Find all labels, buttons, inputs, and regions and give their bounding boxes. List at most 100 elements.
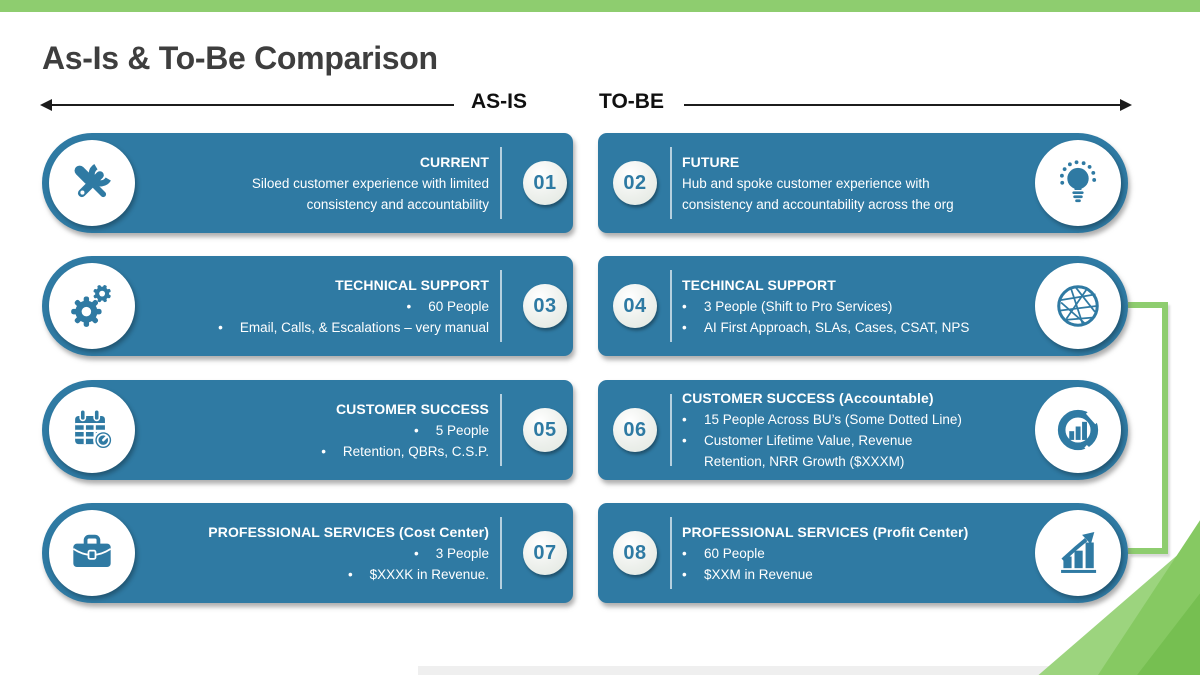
divider-line: [670, 394, 672, 466]
bullet-item: • Email, Calls, & Escalations – very manu…: [147, 317, 489, 338]
donut-chart-icon: [1035, 387, 1121, 473]
card-text-block: CUSTOMER SUCCESS • 5 People • Retention, QB…: [147, 380, 489, 480]
bullet-text: $XXM in Revenue: [704, 566, 813, 582]
divider-line: [670, 517, 672, 589]
divider-line: [670, 147, 672, 219]
bullet-glyph: •: [682, 298, 687, 314]
card-text-block: CURRENT Siloed customer experience with …: [147, 133, 489, 233]
as-is-card-technical-support: TECHNICAL SUPPORT • 60 People • Email, Call…: [42, 256, 573, 356]
to-be-card-technical-support: 04 TECHINCAL SUPPORT • 3 People (Shift to…: [598, 256, 1128, 356]
bullet-text: 60 People: [704, 545, 765, 561]
bullet-item: • Retention, QBRs, C.S.P.: [147, 441, 489, 462]
bullet-text: 5 People: [435, 422, 489, 438]
bullet-item: • $XXM in Revenue: [682, 564, 1020, 585]
bullet-glyph: •: [682, 412, 687, 427]
bullet-item: • Customer Lifetime Value, Revenue Retent…: [682, 430, 1020, 472]
step-number-badge: 01: [523, 161, 567, 205]
bullet-text: 60 People: [428, 298, 489, 314]
bullet-item: • 60 People: [682, 543, 1020, 564]
divider-line: [670, 270, 672, 342]
calendar-icon: [49, 387, 135, 473]
bullet-glyph: •: [682, 545, 687, 561]
bullet-item: • AI First Approach, SLAs, Cases, CSAT, N…: [682, 317, 1020, 338]
step-number-badge: 05: [523, 408, 567, 452]
bullet-text: 3 People: [435, 545, 489, 561]
to-be-arrow-head: [1120, 99, 1132, 111]
as-is-card-current: CURRENT Siloed customer experience with …: [42, 133, 573, 233]
bullet-text: 3 People (Shift to Pro Services): [704, 298, 893, 314]
card-title: PROFESSIONAL SERVICES (Cost Center): [208, 523, 489, 540]
top-accent-bar: [0, 0, 1200, 12]
card-title: CURRENT: [419, 153, 489, 170]
bullet-list: • 60 People • Email, Calls, & Escalations –…: [147, 296, 489, 338]
bullet-glyph: •: [682, 319, 687, 335]
connector-bracket: [1128, 302, 1168, 554]
bullet-glyph: •: [682, 566, 687, 582]
bullet-list: • 5 People • Retention, QBRs, C.S.P.: [147, 420, 489, 462]
card-title: FUTURE: [682, 153, 740, 170]
card-text-block: PROFESSIONAL SERVICES (Profit Center) • 6…: [682, 503, 1020, 603]
bullet-glyph: •: [682, 433, 687, 448]
bullet-item: • 15 People Across BU’s (Some Dotted Line…: [682, 409, 1020, 430]
bullet-text: 15 People Across BU’s (Some Dotted Line): [704, 412, 962, 427]
step-number-badge: 03: [523, 284, 567, 328]
bullet-text: $XXXK in Revenue.: [369, 566, 489, 582]
bullet-list: • 3 People • $XXXK in Revenue.: [147, 543, 489, 585]
card-title: CUSTOMER SUCCESS (Accountable): [682, 390, 934, 406]
step-number-badge: 08: [613, 531, 657, 575]
step-number-badge: 07: [523, 531, 567, 575]
as-is-card-professional-services: PROFESSIONAL SERVICES (Cost Center) • 3 P…: [42, 503, 573, 603]
bullet-text: Retention, QBRs, C.S.P.: [342, 443, 489, 459]
bullet-glyph: •: [218, 319, 223, 335]
bullet-text: Customer Lifetime Value, Revenue Retenti…: [704, 433, 913, 469]
to-be-card-professional-services: 08 PROFESSIONAL SERVICES (Profit Center)…: [598, 503, 1128, 603]
card-body: Siloed customer experience with limited …: [251, 175, 489, 212]
card-text-block: TECHNICAL SUPPORT • 60 People • Email, Call…: [147, 256, 489, 356]
divider-line: [500, 147, 502, 219]
bullet-list: • 60 People • $XXM in Revenue: [682, 543, 1020, 585]
bottom-gray-bar: [418, 666, 1200, 675]
card-title: TECHNICAL SUPPORT: [335, 276, 489, 293]
bullet-item: • 3 People (Shift to Pro Services): [682, 296, 1020, 317]
card-text-block: PROFESSIONAL SERVICES (Cost Center) • 3 P…: [147, 503, 489, 603]
step-number-badge: 04: [613, 284, 657, 328]
tools-icon: [49, 140, 135, 226]
to-be-axis-label: TO-BE: [599, 90, 664, 113]
bullet-item: • $XXXK in Revenue.: [147, 564, 489, 585]
divider-line: [500, 394, 502, 466]
bullet-item: • 5 People: [147, 420, 489, 441]
card-title: CUSTOMER SUCCESS: [335, 400, 489, 417]
as-is-arrow-head: [40, 99, 52, 111]
gears-icon: [49, 263, 135, 349]
to-be-card-future: 02 FUTURE Hub and spoke customer experie…: [598, 133, 1128, 233]
card-title: TECHINCAL SUPPORT: [682, 276, 836, 293]
page-title: As-Is & To-Be Comparison: [42, 40, 438, 76]
divider-line: [500, 517, 502, 589]
to-be-card-customer-success: 06 CUSTOMER SUCCESS (Accountable) • 15 Pe…: [598, 380, 1128, 480]
as-is-arrow-line: [51, 104, 454, 106]
bullet-glyph: •: [406, 298, 412, 314]
card-body: Hub and spoke customer experience with c…: [682, 175, 954, 212]
briefcase-icon: [49, 510, 135, 596]
bullet-list: • 3 People (Shift to Pro Services) • AI Fir…: [682, 296, 1020, 338]
bullet-text: Email, Calls, & Escalations – very manua…: [239, 319, 489, 335]
card-title: PROFESSIONAL SERVICES (Profit Center): [682, 523, 969, 540]
card-text-block: TECHINCAL SUPPORT • 3 People (Shift to Pr…: [682, 256, 1020, 356]
lightbulb-icon: [1035, 140, 1121, 226]
card-text-block: CUSTOMER SUCCESS (Accountable) • 15 Peopl…: [682, 380, 1020, 480]
step-number-badge: 02: [613, 161, 657, 205]
bullet-glyph: •: [413, 422, 419, 438]
globe-icon: [1035, 263, 1121, 349]
as-is-axis-label: AS-IS: [471, 90, 528, 113]
bullet-glyph: •: [413, 545, 419, 561]
step-number-badge: 06: [613, 408, 657, 452]
bullet-item: • 60 People: [147, 296, 489, 317]
bullet-glyph: •: [347, 566, 353, 582]
bullet-glyph: •: [321, 443, 326, 459]
to-be-arrow-line: [684, 104, 1121, 106]
bullet-item: • 3 People: [147, 543, 489, 564]
bullet-list: • 15 People Across BU’s (Some Dotted Line…: [682, 409, 1020, 472]
card-text-block: FUTURE Hub and spoke customer experience…: [682, 133, 1020, 233]
as-is-card-customer-success: CUSTOMER SUCCESS • 5 People • Retention, QB…: [42, 380, 573, 480]
